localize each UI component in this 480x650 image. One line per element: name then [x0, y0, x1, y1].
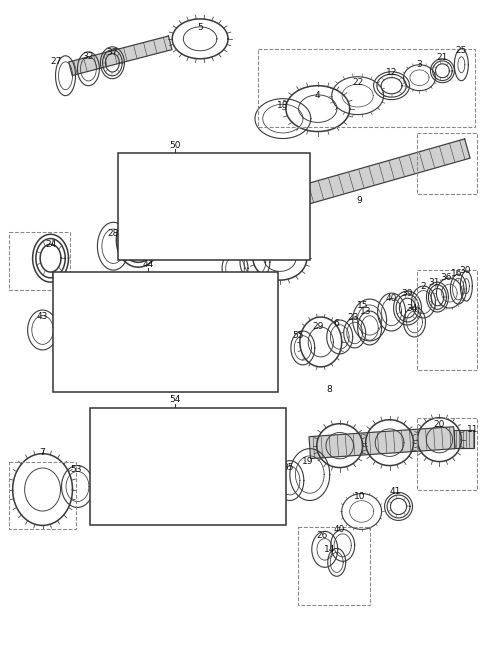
Polygon shape [212, 139, 470, 230]
Text: 45: 45 [57, 360, 67, 369]
Text: 4: 4 [315, 91, 321, 100]
Text: 45: 45 [96, 425, 106, 434]
Text: 30: 30 [459, 266, 471, 275]
Polygon shape [309, 427, 455, 459]
Text: 16: 16 [451, 268, 462, 278]
Text: 32: 32 [83, 52, 94, 61]
Text: 45: 45 [117, 229, 127, 239]
Text: 48: 48 [196, 278, 208, 287]
Text: 31: 31 [429, 278, 440, 287]
Bar [298, 527, 370, 605]
Bar [418, 270, 477, 370]
Text: 18: 18 [132, 222, 144, 231]
Text: 40: 40 [386, 294, 397, 303]
Text: 46: 46 [57, 298, 67, 307]
Text: 36: 36 [441, 272, 452, 281]
Text: 50: 50 [169, 141, 181, 150]
Text: 15: 15 [357, 300, 368, 309]
Text: 34: 34 [406, 304, 417, 313]
Text: 14: 14 [324, 545, 336, 554]
Text: 43: 43 [37, 311, 48, 320]
Text: 49: 49 [133, 320, 144, 330]
Text: 45: 45 [173, 337, 183, 346]
Text: 47: 47 [243, 218, 253, 227]
Text: 38: 38 [249, 246, 261, 255]
Bar [52, 272, 278, 392]
Text: 53: 53 [71, 465, 82, 474]
Text: 46: 46 [117, 184, 127, 193]
Bar [418, 133, 477, 194]
Text: 24: 24 [45, 240, 56, 249]
Bar [9, 462, 76, 529]
Text: 1: 1 [277, 240, 283, 249]
Text: 45: 45 [57, 287, 67, 296]
Text: 19: 19 [302, 457, 313, 466]
Text: 35: 35 [282, 463, 294, 472]
Text: 28: 28 [108, 229, 119, 238]
Text: 47: 47 [117, 239, 127, 248]
Text: 42: 42 [96, 483, 106, 492]
Text: 17: 17 [199, 455, 209, 464]
Text: 20: 20 [434, 420, 445, 429]
Text: 45: 45 [117, 174, 127, 183]
Text: 8: 8 [327, 385, 333, 395]
Text: 7: 7 [40, 448, 46, 457]
Text: 27: 27 [51, 57, 62, 66]
Text: 44: 44 [143, 260, 154, 268]
Text: 47: 47 [173, 347, 183, 356]
Text: 17: 17 [96, 473, 106, 482]
Text: 45: 45 [207, 467, 217, 476]
Text: 12: 12 [386, 68, 397, 77]
Text: 46: 46 [165, 328, 175, 337]
Text: 42: 42 [207, 478, 217, 487]
Text: 51: 51 [171, 189, 181, 198]
Text: 18: 18 [277, 101, 288, 110]
Text: 5: 5 [197, 23, 203, 32]
Text: 52: 52 [240, 156, 251, 165]
Bar [90, 408, 286, 525]
Text: 45: 45 [243, 207, 253, 216]
Text: 22: 22 [352, 78, 363, 87]
Text: 39: 39 [402, 289, 413, 298]
Text: 42: 42 [96, 415, 106, 424]
Text: 55: 55 [292, 332, 303, 341]
Text: 46: 46 [117, 221, 127, 230]
Text: 21: 21 [437, 53, 448, 62]
Text: 25: 25 [456, 46, 467, 55]
Text: 41: 41 [390, 487, 401, 496]
Text: 17: 17 [96, 435, 106, 444]
Text: 9: 9 [357, 196, 362, 205]
Text: 56: 56 [232, 415, 244, 424]
Text: 2: 2 [420, 281, 426, 291]
Text: 29: 29 [312, 322, 324, 332]
Bar [9, 232, 71, 290]
Text: 46: 46 [235, 196, 245, 205]
Text: 43: 43 [222, 253, 234, 262]
Text: 11: 11 [467, 425, 478, 434]
Text: 6: 6 [334, 318, 339, 328]
Text: 23: 23 [347, 313, 359, 322]
Text: 37: 37 [107, 48, 118, 57]
Text: 40: 40 [334, 525, 346, 534]
Bar [258, 49, 475, 127]
Text: 10: 10 [354, 492, 365, 501]
Polygon shape [69, 36, 172, 75]
Text: 54: 54 [169, 395, 181, 404]
Text: 47: 47 [57, 370, 67, 380]
Text: 3: 3 [417, 60, 422, 70]
Text: 47: 47 [57, 278, 67, 287]
Polygon shape [211, 198, 252, 233]
Bar [418, 418, 477, 489]
Text: 33: 33 [168, 455, 178, 464]
Text: 46: 46 [57, 350, 67, 359]
Text: 13: 13 [360, 307, 372, 315]
Text: 47: 47 [117, 164, 127, 173]
Polygon shape [455, 430, 474, 448]
Text: 45: 45 [96, 493, 106, 502]
Bar [119, 153, 310, 260]
Text: 26: 26 [316, 531, 327, 540]
